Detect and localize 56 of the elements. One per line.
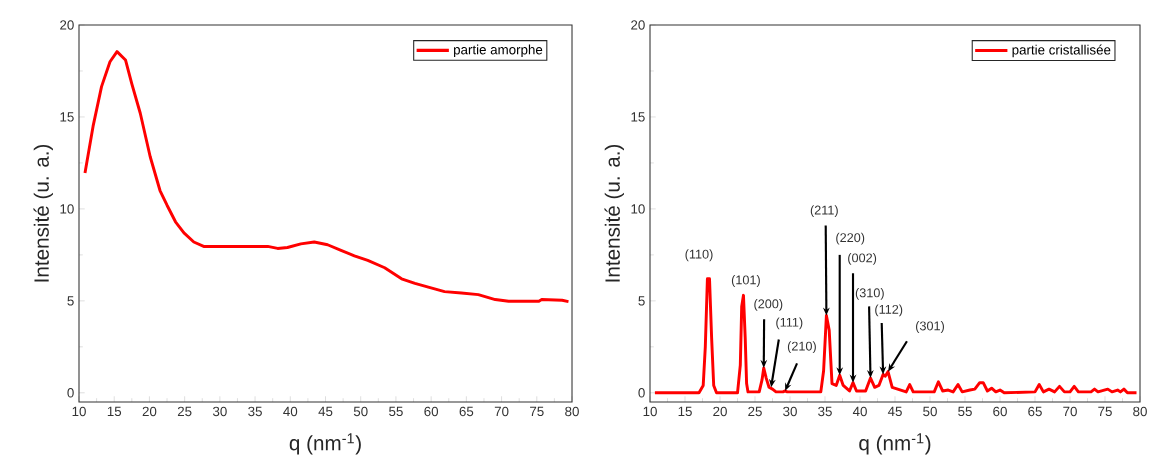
- x-axis-title: q (nm$^{-1}$): [859, 433, 931, 455]
- y-tick-label: 20: [60, 20, 74, 30]
- y-tick-label: 0: [638, 388, 645, 398]
- annotation: (301): [916, 321, 944, 333]
- annotation: (101): [731, 275, 760, 287]
- line-series: [653, 277, 1138, 395]
- y-tick-label: 0: [67, 388, 74, 398]
- x-tick-label: 50: [923, 406, 937, 417]
- annotation: (002): [848, 253, 877, 265]
- annotation: (210): [787, 341, 816, 354]
- annotation: (310): [855, 287, 884, 300]
- x-tick-label: 35: [818, 406, 832, 417]
- x-tick-label: 70: [1063, 406, 1077, 417]
- legend-label: partie amorphe: [454, 44, 543, 58]
- x-tick-label: 15: [678, 406, 692, 417]
- x-axis-title: q (nm$^{-1}$): [289, 433, 361, 455]
- x-tick-label: 55: [958, 406, 972, 417]
- x-tick-label: 40: [852, 406, 867, 417]
- y-tick-label: 5: [67, 296, 74, 306]
- x-tick-label: 45: [887, 406, 902, 417]
- x-tick-label: 30: [783, 406, 797, 417]
- y-tick-label: 10: [631, 204, 645, 214]
- y-tick-label: 10: [60, 204, 74, 214]
- x-tick-label: 55: [389, 406, 403, 417]
- annotation: (211): [810, 205, 838, 218]
- x-tick-label: 25: [177, 406, 192, 417]
- x-tick-label: 30: [212, 406, 227, 417]
- x-tick-label: 45: [318, 406, 333, 417]
- annotation: (111): [776, 317, 803, 330]
- annotation: (200): [754, 299, 783, 311]
- y-axis-title: Intensité (u. a.): [33, 144, 53, 282]
- x-tick-label: 20: [713, 406, 727, 417]
- y-axis-title: Intensité (u. a.): [604, 144, 624, 282]
- y-tick-label: 15: [60, 112, 74, 122]
- x-tick-label: 75: [1098, 406, 1112, 417]
- x-tick-label: 15: [107, 406, 122, 417]
- x-tick-label: 80: [1133, 406, 1147, 417]
- annotation: (112): [875, 304, 903, 317]
- x-tick-label: 60: [993, 406, 1007, 417]
- legend-label: partie cristallisée: [1012, 44, 1111, 58]
- x-tick-label: 60: [424, 406, 439, 417]
- x-tick-label: 75: [530, 406, 544, 417]
- x-tick-label: 70: [494, 406, 509, 417]
- x-tick-label: 65: [459, 406, 474, 417]
- annotation: (220): [836, 232, 865, 245]
- x-tick-label: 40: [283, 406, 298, 417]
- x-tick-label: 65: [1028, 406, 1042, 417]
- x-tick-label: 80: [565, 406, 579, 417]
- y-tick-label: 20: [631, 20, 645, 30]
- x-tick-label: 20: [142, 406, 157, 417]
- y-tick-label: 15: [631, 112, 645, 122]
- annotation: (110): [685, 249, 713, 262]
- x-tick-label: 25: [748, 406, 762, 417]
- y-tick-label: 5: [638, 296, 645, 306]
- x-tick-label: 35: [248, 406, 262, 417]
- x-tick-label: 50: [353, 406, 368, 417]
